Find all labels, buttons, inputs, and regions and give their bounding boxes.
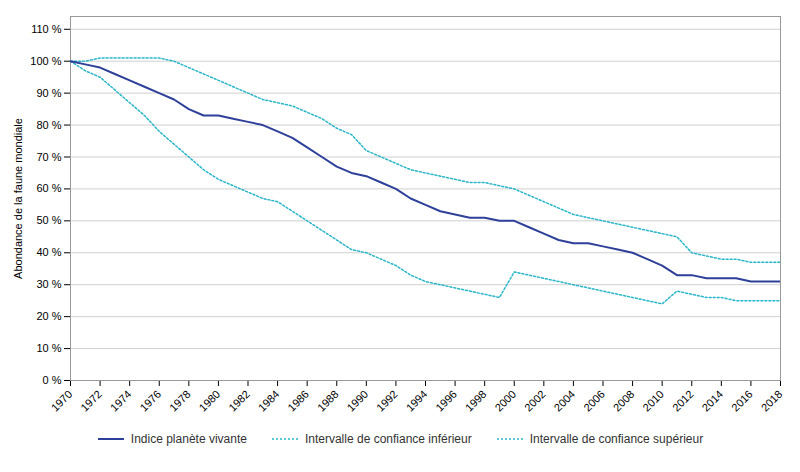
svg-text:90 %: 90 % [36,87,61,99]
svg-text:1978: 1978 [167,388,193,414]
svg-text:60 %: 60 % [36,182,61,194]
svg-text:Abondance de la faune mondiale: Abondance de la faune mondiale [12,118,24,279]
svg-text:2000: 2000 [492,388,518,414]
svg-text:1984: 1984 [256,388,282,414]
svg-text:1972: 1972 [78,388,104,414]
svg-text:1996: 1996 [433,388,459,414]
svg-text:40 %: 40 % [36,246,61,258]
svg-text:2014: 2014 [699,388,725,414]
svg-text:1992: 1992 [374,388,400,414]
svg-text:80 %: 80 % [36,119,61,131]
svg-text:1998: 1998 [463,388,489,414]
svg-text:2006: 2006 [581,388,607,414]
svg-text:1970: 1970 [49,388,75,414]
svg-text:1990: 1990 [344,388,370,414]
svg-text:110 %: 110 % [31,23,62,35]
svg-text:20 %: 20 % [36,310,61,322]
svg-text:70 %: 70 % [36,151,61,163]
svg-text:2004: 2004 [552,388,578,414]
svg-text:2010: 2010 [640,388,666,414]
svg-text:1982: 1982 [226,388,252,414]
svg-text:0 %: 0 % [43,374,62,386]
svg-text:50 %: 50 % [36,214,61,226]
svg-text:2012: 2012 [670,388,696,414]
svg-text:1994: 1994 [404,388,430,414]
svg-text:1988: 1988 [315,388,341,414]
svg-text:1980: 1980 [197,388,223,414]
html-text:Indice planète vivante: Indice planète vivante [130,432,247,446]
html-text:Intervalle de confiance inféri: Intervalle de confiance inférieur [304,432,472,446]
svg-text:2016: 2016 [729,388,755,414]
svg-text:100 %: 100 % [30,55,61,67]
svg-text:30 %: 30 % [36,278,61,290]
svg-text:10 %: 10 % [36,342,61,354]
html-text:Intervalle de confiance supéri: Intervalle de confiance supérieur [529,432,704,446]
svg-text:1986: 1986 [285,388,311,414]
svg-text:1976: 1976 [137,388,163,414]
svg-text:2018: 2018 [759,388,785,414]
svg-text:2008: 2008 [611,388,637,414]
svg-text:2002: 2002 [522,388,548,414]
svg-text:1974: 1974 [108,388,134,414]
